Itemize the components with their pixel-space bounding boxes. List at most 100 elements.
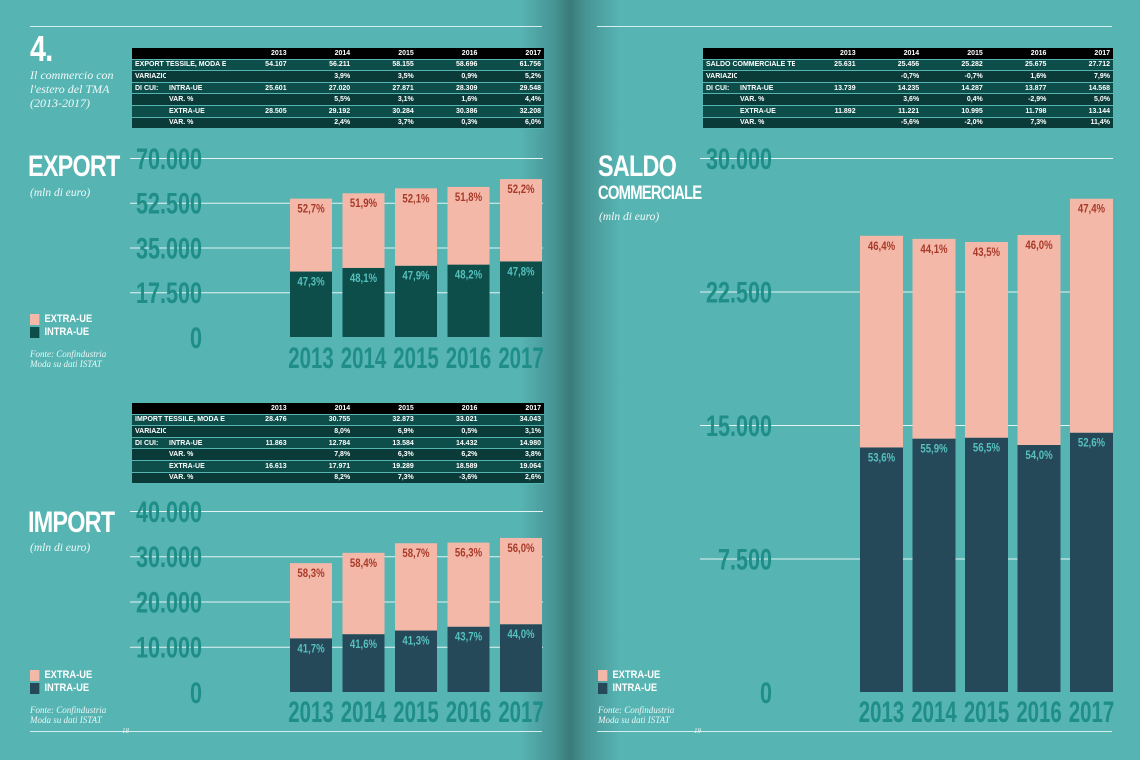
table-cell-value: 11.221	[858, 105, 923, 118]
x-tick-label: 2013	[859, 696, 904, 729]
table-cell-sublabel: VAR. %	[166, 117, 226, 130]
data-label-extra: 58,7%	[402, 547, 430, 560]
table-header-year: 2014	[858, 48, 923, 60]
table-row: IMPORT TESSILE, MODA E ACCESSORIO28.4763…	[132, 414, 544, 427]
table-cell-sublabel: EXTRA-UE	[166, 460, 226, 473]
saldo-subtitle: (mln di euro)	[599, 211, 660, 223]
legend-swatch-extra	[598, 670, 608, 681]
table-cell-value: 3,5%	[353, 70, 417, 83]
table-cell-label: EXPORT TESSILE, MODA E ACCESSORIO	[132, 59, 226, 72]
table-row: VAR. % -5,6% -2,0% 7,3% 11,4%	[703, 117, 1113, 130]
bar-intra-ue	[290, 271, 332, 337]
table-row: VAR. % 3,6% 0,4% -2,9% 5,0%	[703, 93, 1113, 106]
export-subtitle: (mln di euro)	[30, 187, 91, 199]
table-header-blank	[703, 48, 795, 60]
legend-swatch-extra	[30, 314, 40, 325]
bar-extra-ue	[395, 188, 437, 266]
bottom-rule-right	[597, 731, 1112, 732]
legend-item-extra: EXTRA-UE	[598, 669, 660, 682]
table-cell-value: 7,9%	[1049, 70, 1113, 83]
table-cell-value: 25.601	[226, 82, 290, 95]
table-cell-label	[703, 117, 737, 130]
data-label-intra: 48,1%	[350, 272, 378, 285]
legend-label-extra: EXTRA-UE	[612, 669, 661, 681]
bar-intra-ue	[912, 438, 956, 692]
legend-item-intra: INTRA-UE	[598, 682, 660, 695]
bar-extra-ue	[447, 186, 490, 265]
data-label-intra: 53,6%	[868, 452, 896, 465]
export-legend: EXTRA-UE INTRA-UE	[30, 313, 103, 339]
table-cell-sublabel: VAR. %	[737, 117, 795, 130]
table-cell-value: 11.892	[795, 105, 859, 118]
table-header-blank	[132, 48, 226, 60]
y-tick-label: 22.500	[706, 275, 772, 309]
table-cell-sublabel	[166, 70, 226, 83]
x-tick-label: 2015	[393, 342, 438, 375]
bar-intra-ue	[447, 264, 490, 337]
table-header-year: 2014	[289, 403, 354, 415]
table-cell-value: 27.020	[289, 82, 354, 95]
table-cell-value: 6,2%	[416, 448, 481, 461]
legend-item-extra: EXTRA-UE	[30, 669, 92, 682]
bar-extra-ue	[860, 235, 903, 448]
bar-intra-ue	[500, 261, 542, 337]
table-header-year: 2016	[416, 403, 481, 415]
y-tick-label: 20.000	[136, 585, 202, 619]
y-tick-label: 40.000	[136, 494, 202, 528]
table-row: DI CUI: INTRA-UE 11.863 12.784 13.584 14.432 1…	[132, 437, 544, 450]
table-cell-label	[132, 93, 166, 106]
table-row: VAR. % 5,5% 3,1% 1,6% 4,4%	[132, 93, 544, 106]
table-cell-value: -0,7%	[858, 70, 923, 83]
table-cell-value: 32.873	[353, 414, 417, 427]
table-cell-value: 25.675	[985, 59, 1050, 72]
table-cell-value: 11.863	[226, 437, 290, 450]
table-cell-label	[132, 117, 166, 130]
table-cell-value: 28.476	[226, 414, 290, 427]
data-label-intra: 41,7%	[297, 642, 325, 655]
y-tick-label: 70.000	[136, 141, 202, 175]
y-tick-label: 10.000	[136, 630, 202, 664]
table-cell-value: 6,0%	[480, 117, 544, 130]
table-cell-value: 58.696	[416, 59, 481, 72]
bar-extra-ue	[1070, 198, 1113, 433]
table-cell-sublabel: VAR. %	[737, 93, 795, 106]
table-cell-sublabel	[737, 70, 795, 83]
table-cell-value: 1,6%	[985, 70, 1050, 83]
table-cell-sublabel: INTRA-UE	[737, 82, 795, 95]
saldo-source: Fonte: Confindustria Moda su dati ISTAT	[598, 705, 674, 725]
table-cell-label: SALDO COMMERCIALE TESSILE, MODA E ACCESS…	[703, 59, 795, 72]
table-cell-value: 3,1%	[353, 93, 417, 106]
table-cell-label	[132, 105, 166, 118]
legend-swatch-extra	[30, 670, 40, 681]
x-tick-label: 2014	[341, 696, 387, 729]
table-header-year: 2017	[480, 48, 544, 60]
table-row: VAR. % 7,8% 6,3% 6,2% 3,8%	[132, 448, 544, 461]
table-cell-value: -3,6%	[416, 472, 481, 485]
table-cell-label	[703, 93, 737, 106]
legend-item-intra: INTRA-UE	[30, 326, 92, 339]
data-label-intra: 55,9%	[920, 443, 948, 456]
saldo-title: SALDO	[598, 150, 677, 183]
table-cell-value: 25.282	[922, 59, 986, 72]
x-tick-label: 2013	[288, 696, 333, 729]
bar-intra-ue	[342, 634, 385, 692]
x-tick-label: 2015	[393, 696, 438, 729]
table-cell-value: 8,0%	[289, 425, 354, 438]
table-cell-value: 6,9%	[353, 425, 417, 438]
table-cell-value	[226, 70, 290, 83]
source-line: Moda su dati ISTAT	[598, 715, 670, 725]
table-header-year: 2016	[416, 48, 481, 60]
table-cell-sublabel	[166, 425, 226, 438]
table-cell-value: 11.798	[985, 105, 1050, 118]
x-tick-label: 2017	[498, 342, 543, 375]
table-cell-label: DI CUI:	[132, 82, 166, 95]
data-label-intra: 47,3%	[297, 276, 325, 289]
bar-extra-ue	[290, 198, 332, 272]
export-table: 2013 2014 2015 2016 2017 EXPORT TESSILE, MODA…	[132, 48, 544, 130]
table-cell-value: 6,3%	[353, 448, 417, 461]
legend-label-extra: EXTRA-UE	[44, 669, 93, 681]
table-header-blank	[132, 403, 226, 415]
y-tick-label: 30.000	[136, 540, 202, 574]
table-cell-label	[132, 448, 166, 461]
